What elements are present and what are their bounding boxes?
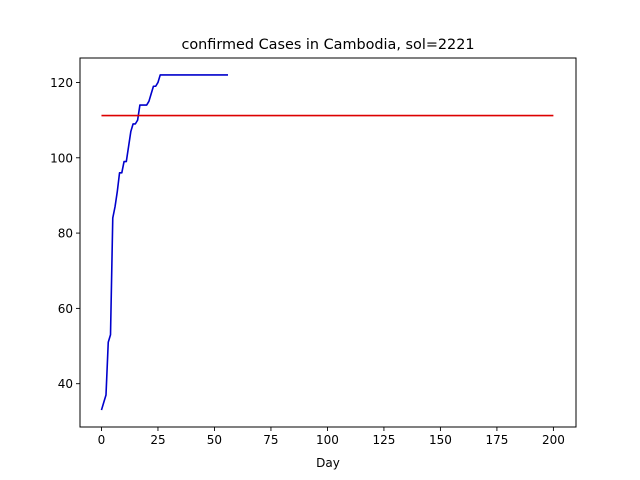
x-tick-label: 100	[316, 433, 339, 447]
y-tick-label: 80	[58, 227, 73, 241]
y-tick-label: 40	[58, 377, 73, 391]
x-axis-label: Day	[316, 456, 340, 470]
x-tick-label: 50	[207, 433, 222, 447]
x-tick-label: 0	[98, 433, 106, 447]
x-tick-label: 175	[485, 433, 508, 447]
x-axis: 0 25 50 75 100 125 150 175 200	[98, 427, 565, 447]
plot-lines	[100, 74, 554, 411]
x-tick-label: 75	[263, 433, 278, 447]
y-axis: 40 60 80 100 120	[50, 76, 80, 391]
x-tick-label: 200	[542, 433, 565, 447]
x-tick-label: 150	[429, 433, 452, 447]
series-line-0	[100, 74, 229, 411]
x-tick-label: 125	[372, 433, 395, 447]
plot-frame	[79, 57, 577, 428]
y-tick-label: 100	[50, 151, 73, 165]
y-tick-label: 60	[58, 302, 73, 316]
x-tick-label: 25	[150, 433, 165, 447]
y-tick-label: 120	[50, 76, 73, 90]
chart-title: confirmed Cases in Cambodia, sol=2221	[181, 37, 474, 53]
